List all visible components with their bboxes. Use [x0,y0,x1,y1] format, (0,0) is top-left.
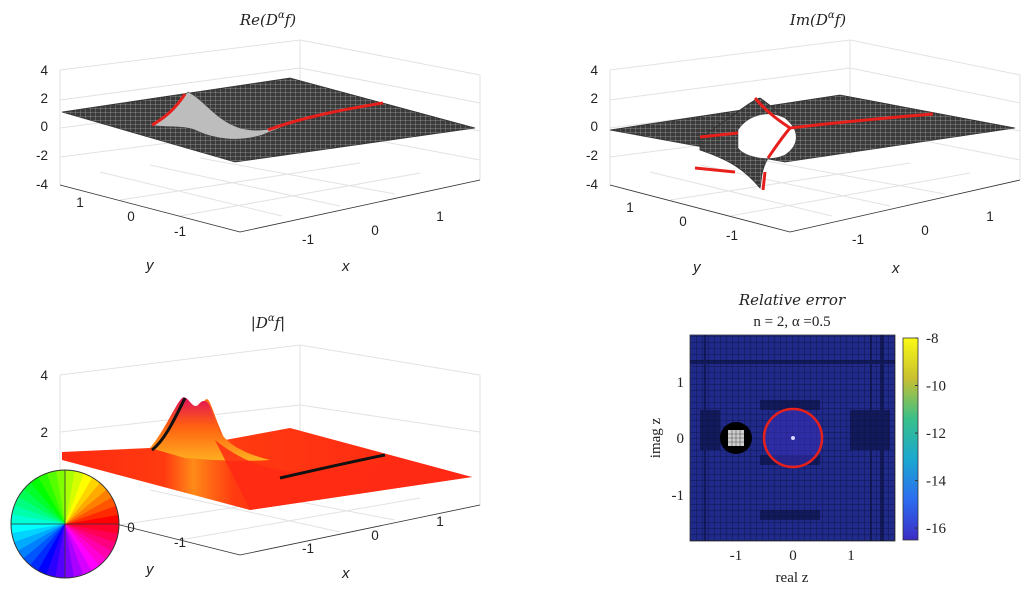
title-modulus: |Dαf| [251,313,285,332]
colorbar-tick-label: -12 [926,426,946,442]
z-tick: 4 [40,368,48,383]
y-tick: 1 [76,195,84,210]
y-tick: 1 [626,200,634,215]
highlight-curve-left [151,397,187,452]
x-tick: -1 [730,548,743,564]
surface-modulus [62,397,472,510]
panel-relative-error: Relative error n = 2, α =0.5 [648,291,946,586]
x-tick: 0 [371,223,379,238]
y-tick: 1 [677,375,685,391]
x-tick: 1 [986,209,994,224]
z-tick: 4 [590,63,598,78]
z-tick: -4 [586,177,598,192]
x-tick: 0 [921,223,929,238]
z-tick: -4 [36,177,48,192]
colorbar-tick-label: -8 [926,331,939,347]
z-tick: 0 [40,119,48,134]
z-tick: 2 [40,425,48,440]
y-axis-label: y [692,259,702,276]
red-circle [762,407,824,469]
panel-modulus: |Dαf| 4 2 0 -1 -1 0 1 y x [10,313,481,582]
x-tick: -1 [302,232,314,247]
subtitle-relative-error: n = 2, α =0.5 [753,314,830,330]
x-axis-label: x [341,258,350,275]
x-tick: 0 [371,528,379,543]
x-tick: 0 [789,548,797,564]
y-tick: -1 [174,535,186,550]
heatmap [689,334,896,542]
surface-mesh [61,77,476,163]
z-tick: 2 [590,91,598,106]
z-tick: 2 [40,91,48,106]
panel-imag-part: Im(Dαf) 4 2 0 -2 [586,10,1021,277]
highlight-curve-right [267,101,384,132]
highlight-curves [694,97,934,191]
colorbar-tick-label: -10 [926,379,946,395]
y-tick: 0 [679,214,687,229]
y-tick: 0 [127,520,135,535]
x-axis-label: real z [776,570,809,586]
x-tick: 1 [436,209,444,224]
z-tick: -2 [36,148,48,163]
color-wheel [10,469,120,579]
y-tick: 0 [677,431,685,447]
highlight-curve-left [151,93,187,127]
y-tick: -1 [672,488,685,504]
y-tick: 0 [127,209,135,224]
colorbar-tick-label: -14 [926,474,946,490]
z-tick: 4 [40,63,48,78]
y-axis-label: y [145,561,155,578]
colorbar: -8 -10 -12 -14 -16 [902,331,946,541]
x-axis-label: x [891,260,900,277]
panel-real-part: Re(Dαf) 4 2 0 -2 -4 [36,10,481,275]
title-imag-part: Im(Dαf) [789,10,846,29]
title-relative-error: Relative error [738,291,846,309]
y-tick: -1 [174,224,186,239]
x-tick: -1 [302,541,314,556]
z-tick: 0 [590,119,598,134]
title-real-part: Re(Dαf) [239,10,296,29]
highlight-curve-right [279,453,386,480]
z-tick: -2 [586,148,598,163]
x-tick: 1 [436,514,444,529]
x-axis-label: x [341,565,350,582]
y-axis-label: imag z [648,417,664,458]
colorbar-tick-label: -16 [926,521,946,537]
y-tick: -1 [726,228,738,243]
x-tick: -1 [852,232,864,247]
y-axis-label: y [145,257,155,274]
surface-mesh [609,94,1016,189]
x-tick: 1 [847,548,855,564]
